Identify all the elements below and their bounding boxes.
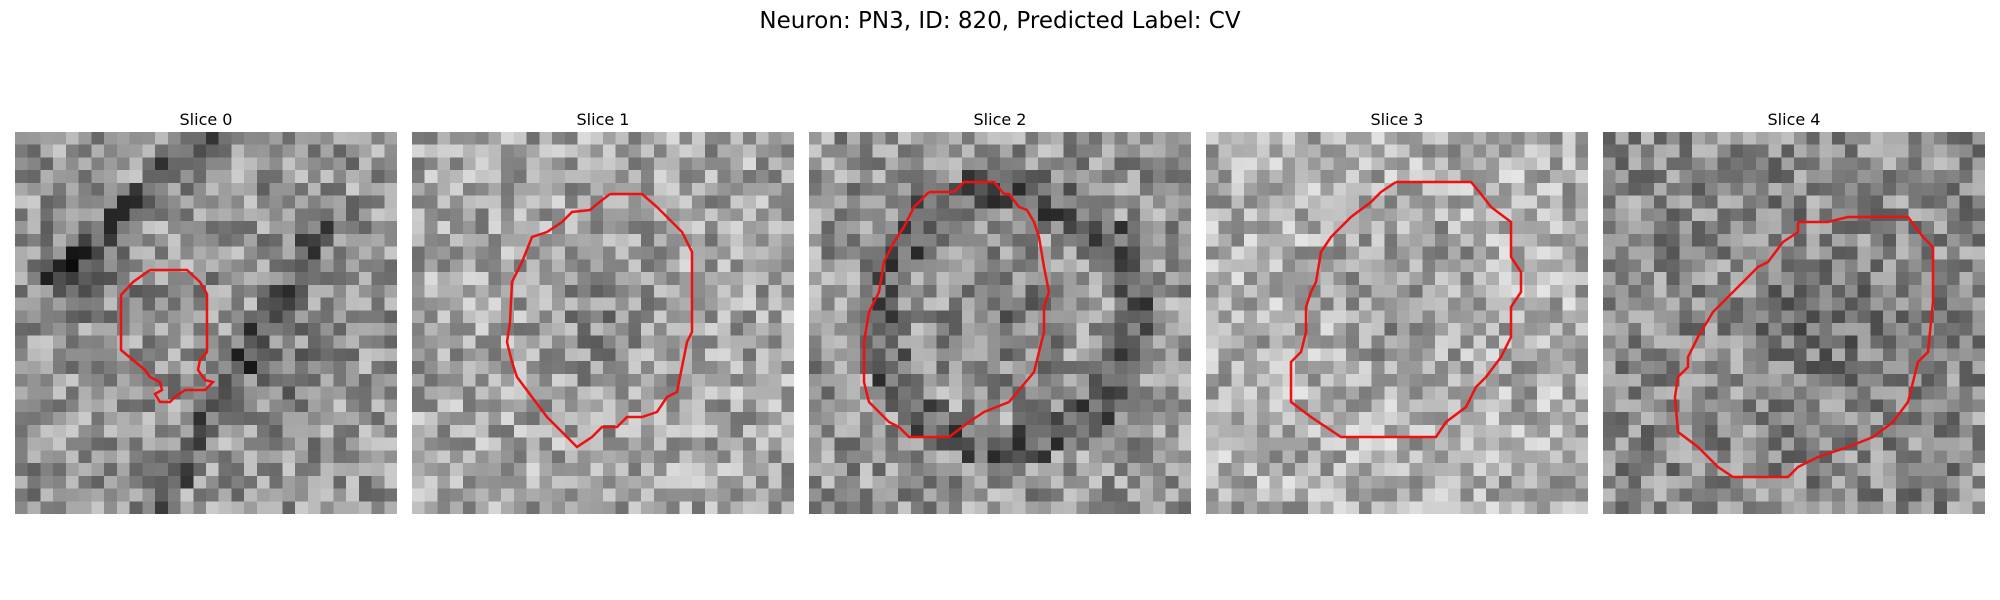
segmentation-contour (119, 268, 216, 404)
slice-title: Slice 3 (1370, 110, 1424, 129)
segmentation-contour (1673, 215, 1935, 479)
slice-image-svg (809, 132, 1191, 514)
grayscale-texture (1206, 132, 1588, 514)
slice-title: Slice 1 (576, 110, 630, 129)
slice-panel-1: Slice 1 (412, 108, 794, 514)
slice-panel-0: Slice 0 (15, 108, 397, 514)
slice-image-svg (15, 132, 397, 514)
segmentation-contour (1289, 180, 1523, 439)
slice-image (809, 132, 1191, 514)
segmentation-contour (862, 180, 1051, 439)
slice-title: Slice 2 (973, 110, 1027, 129)
slice-image (412, 132, 794, 514)
slice-image-svg (1206, 132, 1588, 514)
segmentation-contour (505, 192, 694, 449)
slice-title: Slice 0 (179, 110, 233, 129)
slice-image-svg (1603, 132, 1985, 514)
grayscale-texture (809, 132, 1191, 514)
grayscale-texture (1603, 132, 1985, 514)
slice-panel-4: Slice 4 (1603, 108, 1985, 514)
slice-image (1206, 132, 1588, 514)
slice-image (1603, 132, 1985, 514)
slice-panel-2: Slice 2 (809, 108, 1191, 514)
grayscale-texture (412, 132, 794, 514)
slice-title: Slice 4 (1767, 110, 1821, 129)
slice-image (15, 132, 397, 514)
figure-title: Neuron: PN3, ID: 820, Predicted Label: C… (759, 8, 1241, 34)
slice-image-svg (412, 132, 794, 514)
slice-panel-3: Slice 3 (1206, 108, 1588, 514)
